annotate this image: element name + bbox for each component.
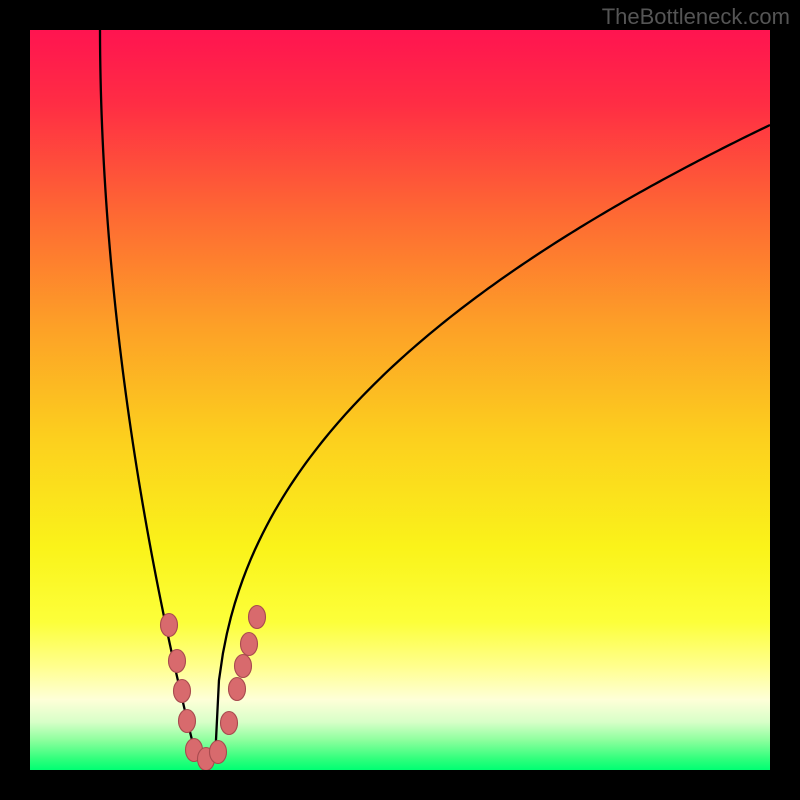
- data-marker: [221, 712, 238, 735]
- marker-group: [161, 606, 266, 771]
- data-marker: [174, 680, 191, 703]
- data-marker: [241, 633, 258, 656]
- data-marker: [161, 614, 178, 637]
- data-marker: [179, 710, 196, 733]
- data-marker: [249, 606, 266, 629]
- chart-frame: TheBottleneck.com: [0, 0, 800, 800]
- data-marker: [229, 678, 246, 701]
- data-marker: [210, 741, 227, 764]
- data-marker: [235, 655, 252, 678]
- data-marker: [169, 650, 186, 673]
- bottleneck-curve: [100, 30, 770, 760]
- curve-overlay: [30, 30, 770, 770]
- watermark-text: TheBottleneck.com: [602, 4, 790, 30]
- chart-area: [30, 30, 770, 770]
